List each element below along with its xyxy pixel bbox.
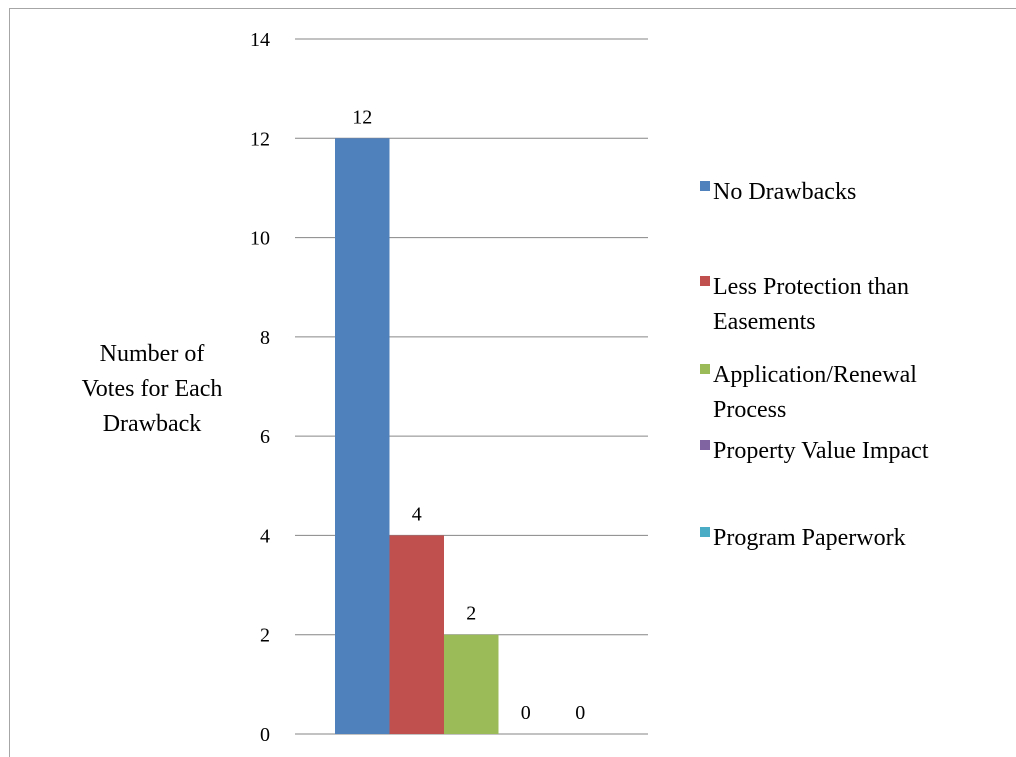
- legend-swatch: [700, 276, 710, 286]
- y-tick-label: 0: [260, 724, 270, 746]
- legend-label: Application/Renewal: [713, 362, 917, 388]
- data-label: 0: [521, 702, 531, 724]
- data-label: 0: [575, 702, 585, 724]
- legend-label: No Drawbacks: [713, 179, 856, 205]
- legend-swatch: [700, 364, 710, 374]
- y-axis-ticks: 0 2 4 6 8 10 12 14: [250, 29, 270, 746]
- data-label: 12: [352, 106, 372, 128]
- y-axis-title-line: Number of: [100, 341, 205, 367]
- legend-item: Program Paperwork: [700, 525, 906, 551]
- legend: No Drawbacks Less Protection than Easement…: [700, 179, 929, 551]
- bars: [335, 138, 499, 735]
- chart-frame: [9, 8, 1016, 757]
- y-axis-title: Number of Votes for Each Drawback: [82, 341, 223, 437]
- legend-item: Less Protection than Easements: [700, 274, 909, 335]
- y-tick-label: 8: [260, 327, 270, 349]
- y-tick-label: 10: [250, 228, 270, 250]
- y-axis-title-line: Votes for Each: [82, 376, 223, 402]
- data-labels: 12 4 2 0 0: [352, 106, 585, 724]
- legend-label: Program Paperwork: [713, 525, 906, 551]
- legend-swatch: [700, 181, 710, 191]
- legend-swatch: [700, 440, 710, 450]
- legend-label: Easements: [713, 309, 816, 335]
- y-tick-label: 4: [260, 525, 270, 547]
- y-tick-label: 12: [250, 128, 270, 150]
- legend-item: No Drawbacks: [700, 179, 856, 205]
- bar: [389, 535, 444, 734]
- legend-swatch: [700, 527, 710, 537]
- legend-item: Property Value Impact: [700, 438, 929, 464]
- y-tick-label: 14: [250, 29, 270, 51]
- data-label: 4: [412, 503, 422, 525]
- y-axis-title-line: Drawback: [103, 411, 202, 437]
- legend-label: Less Protection than: [713, 274, 909, 300]
- bar: [444, 634, 499, 734]
- bar: [335, 138, 390, 735]
- legend-item: Application/Renewal Process: [700, 362, 917, 423]
- legend-label: Property Value Impact: [713, 438, 929, 464]
- y-tick-label: 2: [260, 625, 270, 647]
- legend-label: Process: [713, 397, 786, 423]
- y-tick-label: 6: [260, 426, 270, 448]
- data-label: 2: [466, 603, 476, 625]
